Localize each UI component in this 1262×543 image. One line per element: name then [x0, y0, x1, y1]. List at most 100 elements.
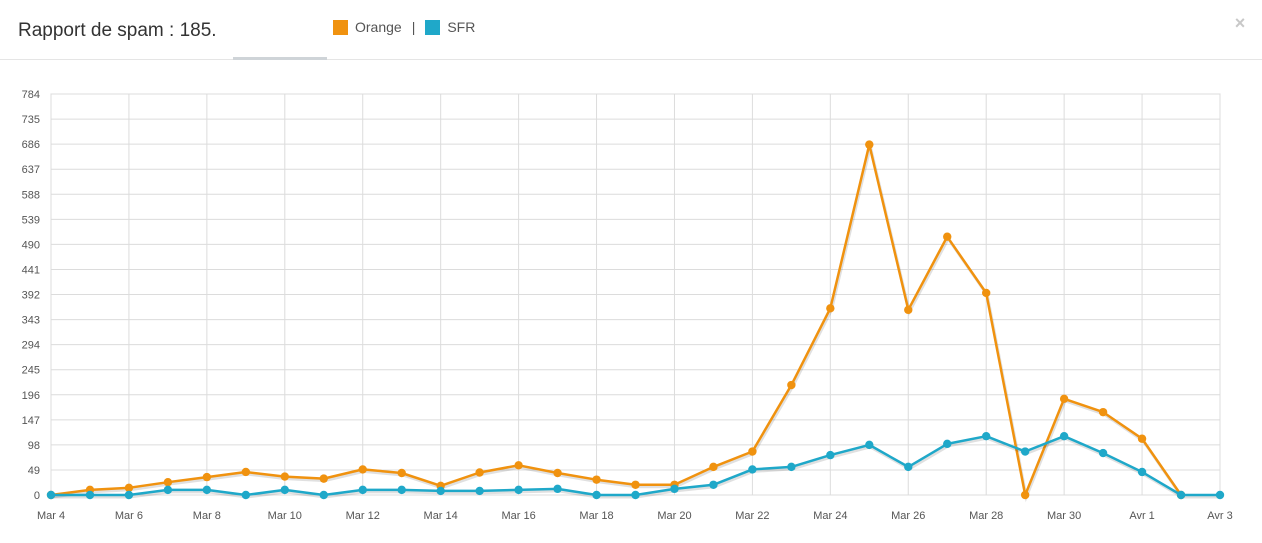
y-tick-label: 147	[22, 415, 40, 427]
y-tick-label: 98	[28, 440, 40, 452]
y-tick-label: 784	[22, 89, 40, 101]
y-tick-label: 735	[22, 114, 40, 126]
data-point-sfr	[163, 485, 173, 495]
data-point-sfr	[1098, 448, 1108, 458]
x-tick-label: Mar 24	[813, 510, 847, 522]
legend-item-orange[interactable]: Orange	[333, 19, 402, 35]
modal-title: Rapport de spam : 185.	[18, 20, 217, 41]
data-point-sfr	[1215, 490, 1225, 500]
data-point-sfr	[46, 490, 56, 500]
x-tick-label: Mar 6	[115, 510, 143, 522]
data-point-orange	[826, 304, 835, 313]
data-point-sfr	[436, 486, 445, 496]
legend-item-sfr[interactable]: SFR	[425, 19, 475, 35]
data-point-orange	[124, 483, 134, 493]
data-point-orange	[553, 468, 562, 478]
data-point-sfr	[319, 490, 328, 500]
data-point-sfr	[904, 462, 913, 472]
data-point-sfr	[124, 490, 134, 500]
y-tick-label: 539	[22, 214, 40, 226]
legend-label-orange: Orange	[355, 19, 402, 35]
data-point-sfr	[826, 450, 835, 460]
y-tick-label: 196	[22, 390, 40, 402]
y-tick-label: 686	[22, 139, 40, 151]
chart-area: 0 49 98 147 196 245 294 343 392 441 490 539 588 637 68…	[0, 61, 1262, 543]
data-point-orange	[358, 465, 367, 474]
legend-label-sfr: SFR	[447, 19, 476, 35]
data-point-sfr	[202, 485, 212, 495]
data-point-sfr	[475, 486, 484, 496]
x-tick-label: Mar 20	[657, 510, 691, 522]
close-icon[interactable]: ×	[1234, 13, 1246, 33]
x-tick-label: Mar 8	[193, 510, 221, 522]
data-point-sfr	[358, 485, 367, 495]
x-tick-label: Avr 1	[1129, 510, 1154, 522]
active-tab-indicator	[233, 57, 327, 60]
data-point-orange	[241, 467, 251, 477]
data-point-orange	[319, 474, 328, 483]
y-tick-label: 490	[22, 239, 40, 251]
data-point-orange	[709, 462, 718, 472]
data-point-sfr	[787, 462, 796, 472]
data-point-sfr	[1059, 431, 1069, 441]
data-point-orange	[943, 232, 952, 241]
y-tick-label: 637	[22, 164, 40, 176]
x-tick-label: Mar 26	[891, 510, 925, 522]
y-tick-label: 0	[34, 490, 40, 502]
data-point-orange	[631, 480, 640, 489]
data-point-sfr	[280, 485, 289, 495]
x-tick-label: Mar 28	[969, 510, 1003, 522]
x-tick-label: Mar 12	[346, 510, 380, 522]
data-point-orange	[982, 288, 991, 298]
data-point-sfr	[241, 490, 251, 500]
data-point-orange	[514, 461, 523, 470]
data-point-sfr	[1176, 490, 1186, 500]
data-point-sfr	[631, 490, 640, 500]
x-tick-label: Mar 16	[501, 510, 535, 522]
modal-header: Rapport de spam : 185. Orange | SFR ×	[0, 0, 1262, 60]
legend-swatch-orange	[333, 19, 348, 35]
y-tick-label: 294	[22, 340, 40, 352]
data-point-sfr	[1137, 467, 1147, 477]
data-point-sfr	[397, 485, 406, 495]
data-point-orange	[865, 140, 874, 149]
data-point-orange	[475, 468, 484, 477]
data-point-sfr	[943, 439, 952, 449]
data-point-sfr	[982, 431, 991, 441]
data-point-orange	[202, 472, 212, 482]
x-tick-label: Mar 14	[424, 510, 458, 522]
x-tick-label: Mar 22	[735, 510, 769, 522]
y-tick-label: 392	[22, 290, 40, 302]
x-tick-label: Mar 30	[1047, 510, 1081, 522]
data-point-sfr	[514, 485, 523, 495]
data-point-sfr	[592, 490, 601, 500]
line-chart: 0 49 98 147 196 245 294 343 392 441 490 539 588 637 68…	[22, 89, 1233, 522]
data-point-orange	[1059, 394, 1069, 404]
data-point-sfr	[865, 440, 874, 450]
y-tick-label: 343	[22, 315, 40, 327]
legend-swatch-sfr	[425, 19, 441, 35]
data-point-sfr	[85, 490, 95, 500]
x-tick-label: Mar 18	[579, 510, 613, 522]
data-point-sfr	[748, 465, 757, 474]
series-line-orange	[50, 143, 1183, 497]
data-point-orange	[1098, 407, 1108, 417]
data-point-orange	[592, 475, 601, 484]
y-tick-label: 245	[22, 365, 40, 377]
data-point-orange	[1137, 434, 1147, 443]
data-point-orange	[163, 478, 173, 487]
x-tick-label: Avr 3	[1207, 510, 1232, 522]
data-point-orange	[397, 468, 406, 478]
chart-legend: Orange | SFR	[333, 19, 475, 35]
y-tick-label: 588	[22, 189, 40, 201]
data-point-orange	[787, 380, 796, 390]
data-point-sfr	[553, 484, 562, 494]
data-point-orange	[1020, 490, 1030, 500]
data-point-sfr	[709, 480, 718, 489]
data-point-orange	[280, 472, 289, 481]
y-tick-label: 49	[28, 465, 40, 477]
data-point-sfr	[1020, 447, 1030, 456]
data-point-sfr	[670, 484, 679, 494]
y-tick-label: 441	[22, 264, 40, 276]
